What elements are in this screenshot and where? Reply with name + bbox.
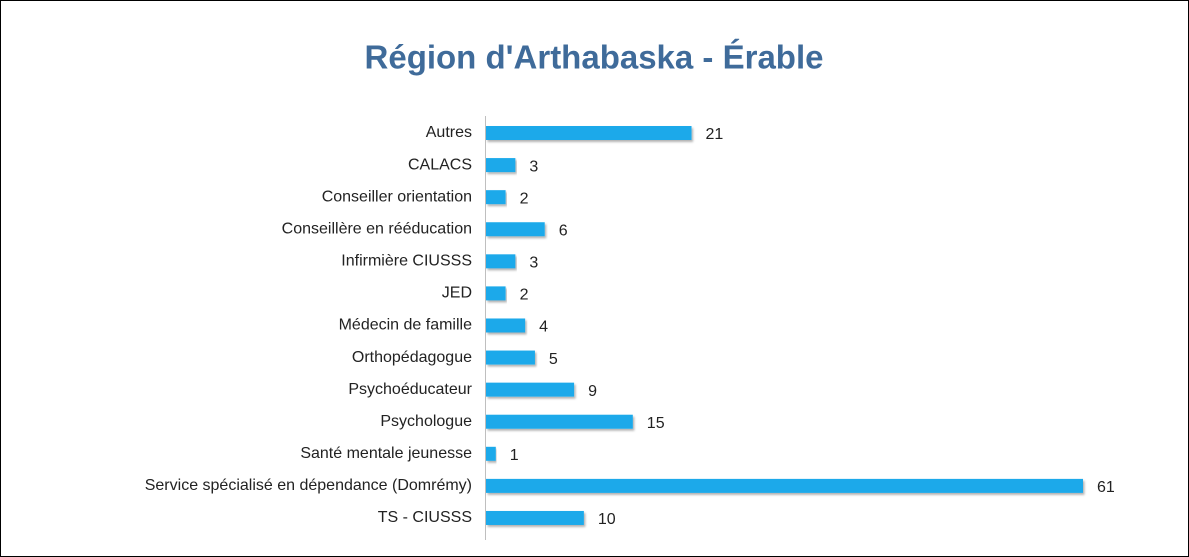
value-label: 1 [510,447,519,464]
category-label: Psychoéducateur [348,381,472,398]
category-label: Service spécialisé en dépendance (Domrém… [145,477,472,494]
bar [486,414,633,429]
bar [486,254,516,269]
bar [486,126,692,140]
chart-title: Région d'Arthabaska - Érable [365,39,824,76]
category-label: TS - CIUSSS [378,509,472,526]
category-label: Médecin de famille [339,317,473,334]
category-label: Infirmière CIUSSS [341,253,472,270]
category-label: Psychologue [380,413,472,430]
bar [486,286,506,301]
bar [486,222,545,237]
bar [486,382,575,397]
category-label: Conseiller orientation [322,188,472,205]
bar [486,350,535,365]
bar [486,446,496,461]
category-label: Santé mentale jeunesse [300,445,472,462]
value-label: 5 [549,351,558,368]
value-label: 2 [520,287,529,304]
category-label: CALACS [408,156,472,173]
value-label: 61 [1097,479,1115,496]
value-label: 2 [520,190,529,207]
bar [486,318,526,333]
value-label: 10 [598,511,616,528]
category-label: JED [442,285,472,302]
category-label: Orthopédagogue [352,349,472,366]
category-label: Autres [426,124,472,141]
value-label: 3 [529,255,538,272]
value-label: 6 [559,222,568,239]
value-label: 15 [647,415,665,432]
bar [486,478,1083,493]
value-label: 3 [529,158,538,175]
value-label: 9 [588,383,597,400]
category-label: Conseillère en rééducation [282,220,472,237]
bar [486,190,506,205]
value-label: 4 [539,319,548,336]
value-label: 21 [706,126,724,143]
bar [486,158,516,173]
bar [486,510,584,525]
